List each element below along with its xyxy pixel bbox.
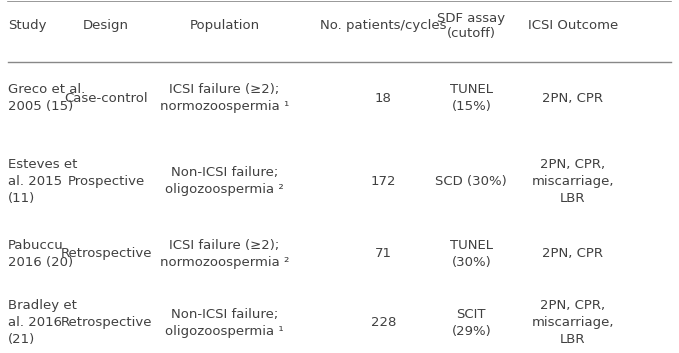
Text: ICSI failure (≥2);
normozoospermia ²: ICSI failure (≥2); normozoospermia ² [160,239,289,269]
Text: Design: Design [84,19,129,32]
Text: 2PN, CPR,
miscarriage,
LBR: 2PN, CPR, miscarriage, LBR [532,299,614,346]
Text: Esteves et
al. 2015
(11): Esteves et al. 2015 (11) [8,158,77,205]
Text: Prospective: Prospective [68,175,145,188]
Text: Non-ICSI failure;
oligozoospermia ²: Non-ICSI failure; oligozoospermia ² [165,166,284,196]
Text: Retrospective: Retrospective [60,247,152,260]
Text: 18: 18 [375,92,392,105]
Text: 2PN, CPR,
miscarriage,
LBR: 2PN, CPR, miscarriage, LBR [532,158,614,205]
Text: Pabuccu
2016 (20): Pabuccu 2016 (20) [8,239,73,269]
Text: Greco et al.
2005 (15): Greco et al. 2005 (15) [8,83,86,113]
Text: 2PN, CPR: 2PN, CPR [543,247,604,260]
Text: No. patients/cycles: No. patients/cycles [320,19,447,32]
Text: Retrospective: Retrospective [60,316,152,329]
Text: TUNEL
(15%): TUNEL (15%) [450,83,493,113]
Text: 172: 172 [371,175,397,188]
Text: Bradley et
al. 2016
(21): Bradley et al. 2016 (21) [8,299,77,346]
Text: TUNEL
(30%): TUNEL (30%) [450,239,493,269]
Text: 228: 228 [371,316,396,329]
Text: Non-ICSI failure;
oligozoospermia ¹: Non-ICSI failure; oligozoospermia ¹ [165,308,284,338]
Text: ICSI failure (≥2);
normozoospermia ¹: ICSI failure (≥2); normozoospermia ¹ [160,83,289,113]
Text: 71: 71 [375,247,392,260]
Text: Case-control: Case-control [65,92,148,105]
Text: SCIT
(29%): SCIT (29%) [452,308,491,338]
Text: Population: Population [189,19,259,32]
Text: 2PN, CPR: 2PN, CPR [543,92,604,105]
Text: SDF assay
(cutoff): SDF assay (cutoff) [437,12,505,40]
Text: SCD (30%): SCD (30%) [435,175,507,188]
Text: ICSI Outcome: ICSI Outcome [528,19,618,32]
Text: Study: Study [8,19,47,32]
